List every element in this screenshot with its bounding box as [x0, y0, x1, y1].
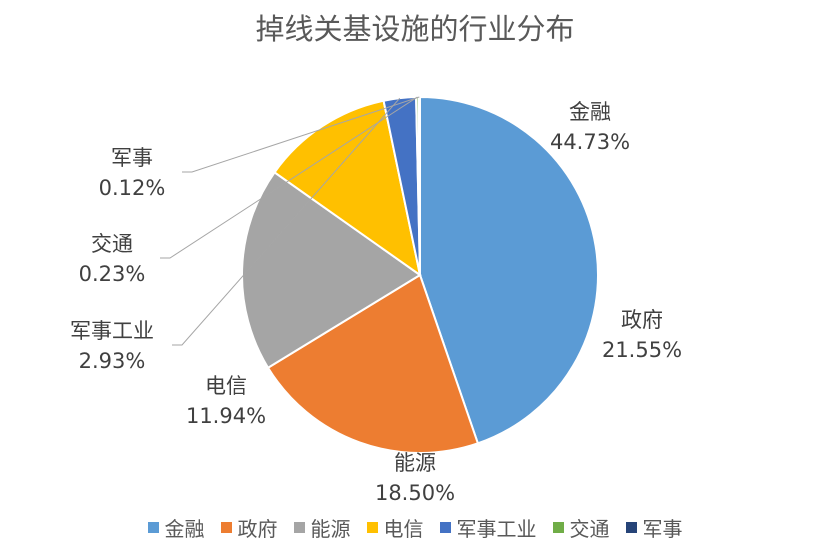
- data-label-军事工业: 军事工业 2.93%: [52, 316, 172, 376]
- legend-item: 金融: [147, 513, 205, 542]
- data-label-政府: 政府 21.55%: [592, 305, 692, 365]
- legend-swatch: [220, 522, 232, 533]
- legend-label: 交通: [569, 517, 610, 541]
- pie-slice-金融: [419, 95, 599, 445]
- legend-item: 政府: [220, 513, 278, 542]
- leader-line-军事: [182, 96, 420, 173]
- data-label-军事: 军事 0.12%: [82, 143, 182, 203]
- legend-swatch: [625, 522, 637, 533]
- legend-swatch: [147, 522, 159, 533]
- legend-item: 军事: [625, 513, 683, 542]
- category-label: 军事工业: [70, 319, 154, 343]
- legend-item: 军事工业: [439, 513, 537, 542]
- pie-slice-军事: [417, 95, 421, 276]
- legend-item: 交通: [552, 513, 610, 542]
- data-label-电信: 电信 11.94%: [176, 371, 276, 431]
- pie-slice-政府: [266, 273, 480, 454]
- legend-label: 军事: [642, 517, 683, 541]
- legend-swatch: [439, 522, 451, 533]
- legend-swatch: [552, 522, 564, 533]
- legend-item: 能源: [293, 513, 351, 542]
- category-label: 交通: [91, 232, 133, 256]
- legend-swatch: [366, 522, 378, 533]
- value-label: 18.50%: [374, 481, 456, 505]
- pie-slice-电信: [273, 99, 422, 278]
- value-label: 0.23%: [78, 262, 146, 286]
- legend-swatch: [293, 522, 305, 533]
- category-label: 金融: [569, 100, 611, 124]
- legend-item: 电信: [366, 513, 424, 542]
- value-label: 0.12%: [98, 176, 166, 200]
- pie-slice-能源: [241, 170, 422, 370]
- value-label: 2.93%: [78, 349, 146, 373]
- value-label: 44.73%: [549, 130, 631, 154]
- legend-label: 军事工业: [456, 517, 537, 541]
- legend-label: 政府: [237, 517, 278, 541]
- category-label: 政府: [621, 308, 663, 332]
- category-label: 军事: [111, 146, 153, 170]
- category-label: 电信: [205, 374, 247, 398]
- leader-line-军事工业: [172, 97, 401, 346]
- legend-label: 电信: [383, 517, 424, 541]
- chart-title: 掉线关基设施的行业分布: [255, 12, 575, 46]
- data-label-能源: 能源 18.50%: [365, 448, 465, 508]
- data-label-交通: 交通 0.23%: [62, 229, 162, 289]
- value-label: 21.55%: [601, 338, 683, 362]
- legend: 金融 政府 能源 电信 军事工业 交通 军事: [0, 513, 830, 542]
- value-label: 11.94%: [185, 404, 267, 428]
- legend-label: 金融: [164, 517, 205, 541]
- legend-label: 能源: [310, 517, 351, 541]
- category-label: 能源: [394, 451, 436, 475]
- leader-line-交通: [160, 96, 418, 259]
- data-label-金融: 金融 44.73%: [540, 97, 640, 157]
